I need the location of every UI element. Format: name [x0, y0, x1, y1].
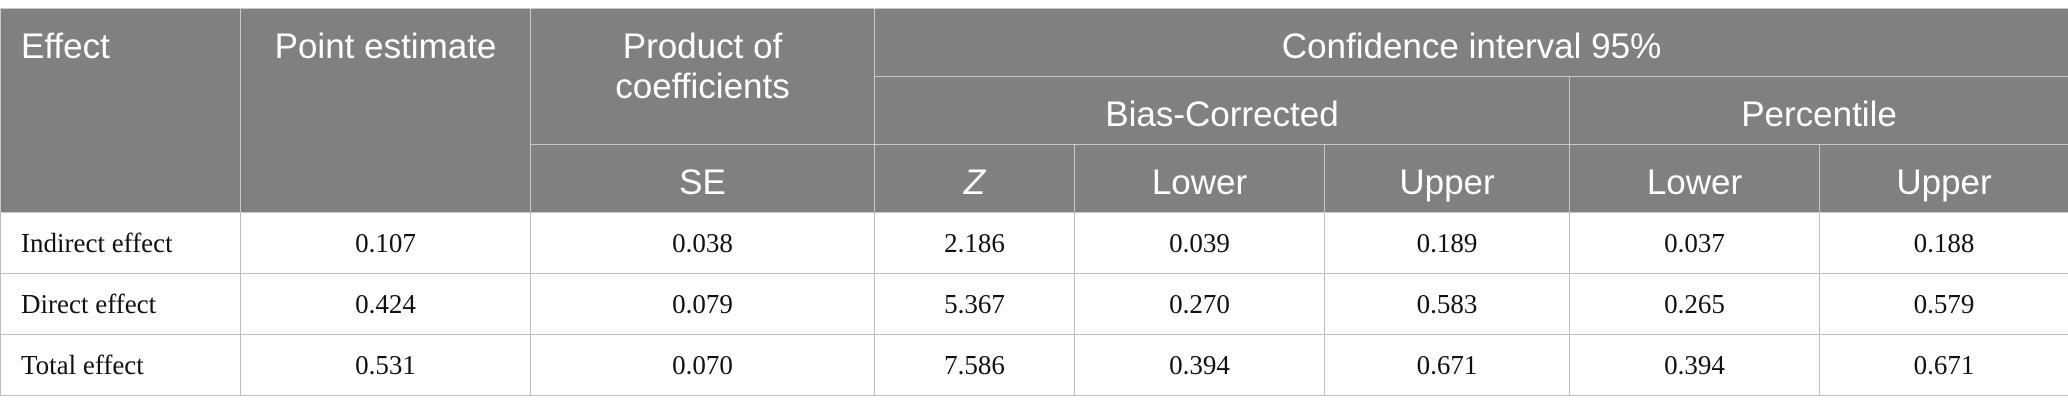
cell-bc-lower: 0.039 — [1074, 212, 1325, 274]
header-se: SE — [530, 144, 875, 213]
cell-bc-upper: 0.583 — [1324, 273, 1570, 335]
header-point-estimate: Point estimate — [240, 8, 531, 213]
header-confidence-interval: Confidence interval 95% — [873, 8, 2068, 77]
cell-z: 2.186 — [874, 212, 1075, 274]
header-product-of-coefficients: Product of coefficients — [530, 8, 875, 145]
cell-pc-lower: 0.394 — [1569, 334, 1820, 396]
header-bc-lower: Lower — [1074, 144, 1325, 213]
header-effect: Effect — [0, 8, 241, 213]
cell-se: 0.079 — [530, 273, 875, 335]
cell-pc-lower: 0.265 — [1569, 273, 1820, 335]
cell-pc-lower: 0.037 — [1569, 212, 1820, 274]
cell-bc-lower: 0.394 — [1074, 334, 1325, 396]
cell-point-estimate: 0.107 — [240, 212, 531, 274]
header-z: Z — [874, 144, 1075, 213]
cell-se: 0.038 — [530, 212, 875, 274]
cell-z: 7.586 — [874, 334, 1075, 396]
cell-se: 0.070 — [530, 334, 875, 396]
cell-point-estimate: 0.531 — [240, 334, 531, 396]
cell-pc-upper: 0.671 — [1818, 334, 2068, 396]
table-row: Direct effect 0.424 0.079 5.367 0.270 0.… — [0, 273, 2068, 335]
cell-effect: Direct effect — [0, 273, 241, 335]
cell-z: 5.367 — [874, 273, 1075, 335]
cell-pc-upper: 0.579 — [1818, 273, 2068, 335]
table-header: Effect Point estimate Product of coeffic… — [0, 8, 2068, 213]
cell-bc-upper: 0.671 — [1324, 334, 1570, 396]
header-percentile: Percentile — [1568, 76, 2068, 145]
header-bc-upper: Upper — [1324, 144, 1570, 213]
mediation-effects-table: Effect Point estimate Product of coeffic… — [0, 8, 2068, 396]
cell-bc-lower: 0.270 — [1074, 273, 1325, 335]
cell-point-estimate: 0.424 — [240, 273, 531, 335]
header-pc-lower: Lower — [1569, 144, 1820, 213]
table-row: Indirect effect 0.107 0.038 2.186 0.039 … — [0, 212, 2068, 274]
cell-bc-upper: 0.189 — [1324, 212, 1570, 274]
header-pc-upper: Upper — [1818, 144, 2068, 213]
table-row: Total effect 0.531 0.070 7.586 0.394 0.6… — [0, 334, 2068, 396]
cell-effect: Total effect — [0, 334, 241, 396]
cell-effect: Indirect effect — [0, 212, 241, 274]
cell-pc-upper: 0.188 — [1818, 212, 2068, 274]
table-body: Indirect effect 0.107 0.038 2.186 0.039 … — [0, 212, 2068, 396]
header-bias-corrected: Bias-Corrected — [874, 76, 1570, 145]
